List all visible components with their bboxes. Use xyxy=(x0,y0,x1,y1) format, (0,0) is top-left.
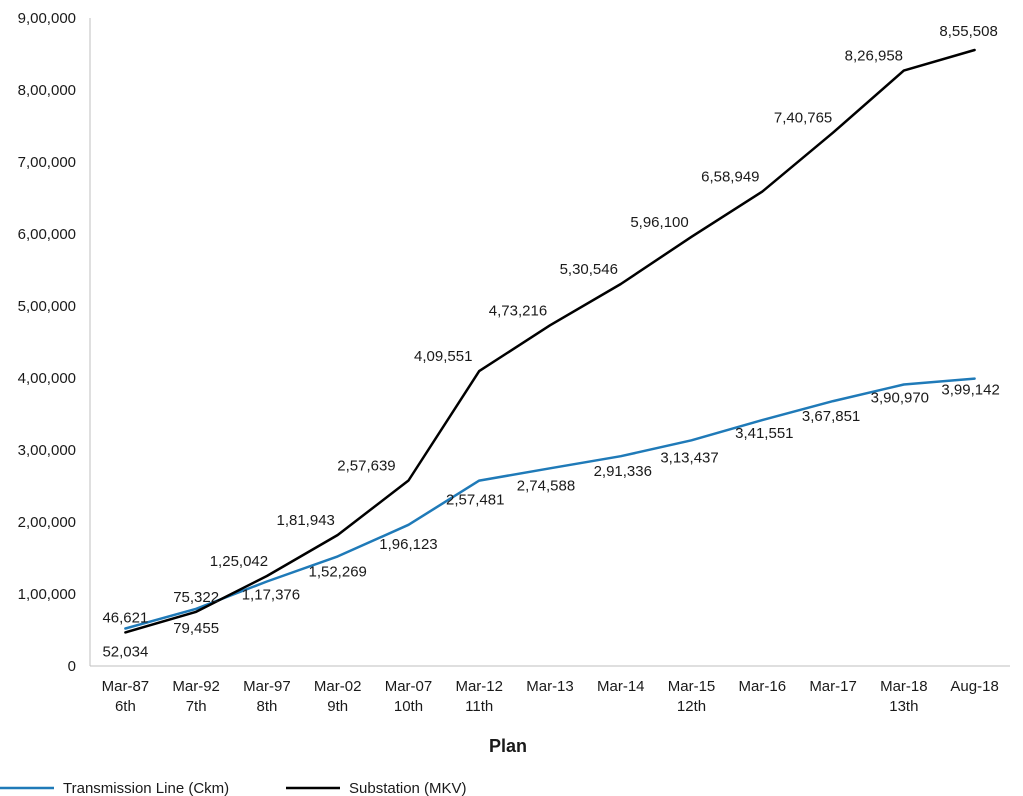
x-plan-label: 10th xyxy=(394,698,423,715)
x-plan-label: 9th xyxy=(327,698,348,715)
data-label-transmission: 2,57,481 xyxy=(446,492,504,509)
x-tick-label: Aug-18 xyxy=(950,678,998,695)
data-label-substation: 4,73,216 xyxy=(489,302,547,319)
x-plan-label: 13th xyxy=(889,698,918,715)
x-tick-label: Mar-92 xyxy=(172,678,220,695)
x-tick-label: Mar-15 xyxy=(668,678,716,695)
data-label-substation: 7,40,765 xyxy=(774,110,832,127)
y-tick-label: 7,00,000 xyxy=(18,154,76,171)
data-label-substation: 5,96,100 xyxy=(630,214,688,231)
x-plan-label: 7th xyxy=(186,698,207,715)
y-tick-label: 8,00,000 xyxy=(18,82,76,99)
x-tick-label: Mar-18 xyxy=(880,678,928,695)
x-tick-label: Mar-14 xyxy=(597,678,645,695)
data-label-substation: 46,621 xyxy=(102,609,148,626)
substation-series xyxy=(124,48,976,634)
y-axis: 0 1,00,000 2,00,000 3,00,000 4,00,000 5,00,00… xyxy=(18,10,91,675)
y-tick-label: 4,00,000 xyxy=(18,370,76,387)
legend-label-transmission: Transmission Line (Ckm) xyxy=(63,780,229,796)
data-label-substation: 75,322 xyxy=(173,589,219,606)
data-label-substation: 1,25,042 xyxy=(210,553,268,570)
x-tick-label: Mar-12 xyxy=(455,678,503,695)
data-label-transmission: 3,99,142 xyxy=(941,382,999,399)
x-tick-label: Mar-17 xyxy=(809,678,857,695)
transmission-line-series xyxy=(124,377,976,630)
data-label-substation: 8,55,508 xyxy=(939,23,997,40)
data-label-substation: 8,26,958 xyxy=(845,48,903,65)
data-label-transmission: 3,67,851 xyxy=(802,408,860,425)
data-label-transmission: 1,52,269 xyxy=(308,563,366,580)
x-tick-label: Mar-02 xyxy=(314,678,362,695)
data-label-transmission: 2,74,588 xyxy=(517,477,575,494)
x-tick-label: Mar-87 xyxy=(102,678,150,695)
y-tick-label: 0 xyxy=(68,658,76,675)
series-layer xyxy=(124,48,976,634)
x-tick-label: Mar-16 xyxy=(739,678,787,695)
x-plan-label: 11th xyxy=(465,698,493,715)
data-label-transmission: 79,455 xyxy=(173,620,219,637)
data-label-substation: 1,81,943 xyxy=(276,512,334,529)
x-tick-label: Mar-07 xyxy=(385,678,433,695)
y-tick-label: 9,00,000 xyxy=(18,10,76,27)
data-label-transmission: 52,034 xyxy=(102,644,148,661)
data-label-substation: 6,58,949 xyxy=(701,169,759,186)
legend-label-substation: Substation (MKV) xyxy=(349,780,467,796)
data-label-transmission: 3,41,551 xyxy=(735,425,793,442)
data-label-transmission: 3,13,437 xyxy=(660,449,718,466)
x-tick-label: Mar-13 xyxy=(526,678,574,695)
x-plan-label: 12th xyxy=(677,698,706,715)
y-tick-label: 6,00,000 xyxy=(18,226,76,243)
x-axis: Mar-87 6th Mar-92 7th Mar-97 8th Mar-02 9th Mar-… xyxy=(90,665,1010,715)
data-label-transmission: 1,17,376 xyxy=(242,586,300,603)
data-label-substation: 2,57,639 xyxy=(337,457,395,474)
y-tick-label: 5,00,000 xyxy=(18,298,76,315)
y-tick-label: 1,00,000 xyxy=(18,586,76,603)
data-label-transmission: 1,96,123 xyxy=(379,536,437,553)
y-tick-label: 3,00,000 xyxy=(18,442,76,459)
x-plan-label: 6th xyxy=(115,698,136,715)
x-axis-title: Plan xyxy=(489,736,527,756)
data-label-substation: 5,30,546 xyxy=(560,261,618,278)
data-label-substation: 4,09,551 xyxy=(414,348,472,365)
x-plan-label: 8th xyxy=(256,698,277,715)
data-label-transmission: 3,90,970 xyxy=(871,390,929,407)
legend: Transmission Line (Ckm) Substation (MKV) xyxy=(0,780,467,796)
x-tick-label: Mar-97 xyxy=(243,678,291,695)
data-labels: 52,034 79,455 1,17,376 1,52,269 1,96,123 2,57… xyxy=(102,23,999,661)
data-label-transmission: 2,91,336 xyxy=(594,463,652,480)
y-tick-label: 2,00,000 xyxy=(18,514,76,531)
